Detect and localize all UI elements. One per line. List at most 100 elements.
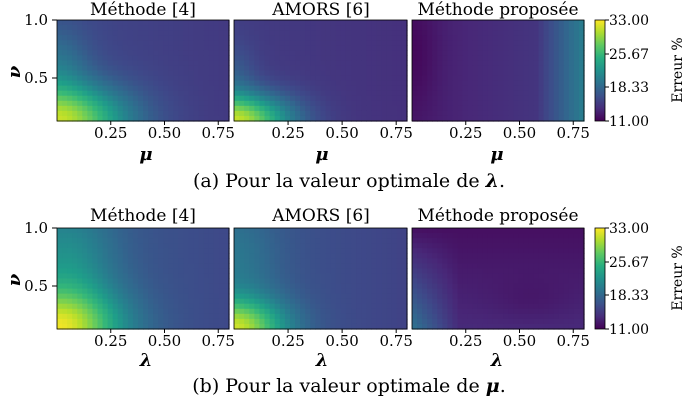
heatmap-cell [553, 273, 560, 280]
heatmap-cell [492, 273, 499, 280]
heatmap-cell [67, 85, 73, 92]
heatmap-cell [234, 55, 240, 61]
heatmap-cell [538, 110, 545, 117]
heatmap-cell [340, 65, 347, 72]
heatmap-cell [432, 25, 438, 31]
heatmap-cell [553, 258, 560, 264]
heatmap-cell [295, 243, 301, 249]
heatmap-cell [67, 228, 73, 234]
heatmap-cell [92, 243, 99, 249]
heatmap-cell [112, 70, 119, 77]
heatmap-cell [284, 243, 291, 249]
heatmap-cell [487, 25, 494, 31]
heatmap-cell [573, 303, 580, 310]
heatmap-cell [102, 60, 109, 67]
heatmap-cell [513, 238, 519, 244]
heatmap-cell [401, 35, 408, 41]
heatmap-cell [320, 75, 327, 82]
heatmap-cell [203, 258, 210, 264]
heatmap-cell [183, 65, 190, 72]
heatmap-cell [538, 273, 545, 280]
heatmap-cell [366, 115, 372, 122]
heatmap-cell [330, 45, 337, 51]
heatmap-cell [578, 308, 585, 315]
heatmap-cell [67, 80, 73, 87]
heatmap-cell [198, 60, 205, 67]
heatmap-cell [289, 25, 296, 31]
heatmap-cell [264, 238, 271, 244]
heatmap-cell [386, 55, 393, 61]
heatmap-cell [102, 263, 109, 269]
heatmap-cell [548, 263, 555, 269]
heatmap-cell [213, 45, 220, 51]
heatmap-cell [223, 308, 230, 315]
heatmap-cell [57, 233, 63, 239]
heatmap-cell [198, 283, 205, 290]
heatmap-cell [62, 60, 68, 67]
heatmap-cell [274, 50, 281, 56]
heatmap-cell [417, 100, 423, 107]
heatmap-cell [568, 65, 575, 72]
heatmap-cell [244, 303, 250, 310]
heatmap-cell [381, 228, 388, 234]
heatmap-cell [72, 288, 78, 295]
heatmap-cell [366, 25, 372, 31]
heatmap-cell [168, 293, 174, 300]
heatmap-cell [72, 40, 78, 46]
heatmap-cell [467, 110, 474, 117]
heatmap-cell [447, 323, 454, 330]
heatmap-cell [528, 318, 535, 325]
heatmap-cell [269, 268, 276, 275]
heatmap-cell [503, 258, 509, 264]
heatmap-cell [188, 80, 195, 87]
heatmap-cell [213, 298, 220, 305]
heatmap-cell [279, 298, 286, 305]
heatmap-cell [558, 30, 565, 36]
heatmap-cell [234, 105, 240, 112]
heatmap-cell [289, 288, 296, 295]
heatmap-cell [208, 308, 215, 315]
heatmap-cell [528, 278, 535, 285]
heatmap-cell [208, 45, 215, 51]
heatmap-cell [568, 248, 575, 254]
heatmap-cell [578, 298, 585, 305]
heatmap-cell [315, 65, 322, 72]
heatmap-cell [528, 228, 535, 234]
heatmap-cell [487, 115, 494, 122]
heatmap-cell [386, 238, 393, 244]
heatmap-cell [72, 55, 78, 61]
heatmap-cell [482, 313, 489, 320]
heatmap-cell [117, 263, 124, 269]
heatmap-cell [305, 273, 311, 280]
heatmap-cell [345, 248, 352, 254]
heatmap-cell [533, 318, 540, 325]
heatmap-cell [310, 50, 317, 56]
heatmap-cell [351, 268, 357, 275]
heatmap-cell [300, 60, 306, 67]
heatmap-cell [366, 283, 372, 290]
heatmap-cell [249, 263, 255, 269]
heatmap-cell [325, 308, 332, 315]
heatmap-cell [361, 40, 367, 46]
heatmap-cell [325, 100, 332, 107]
heatmap-cell [223, 303, 230, 310]
heatmap-cell [193, 263, 200, 269]
heatmap-cell [213, 60, 220, 67]
heatmap-cell [548, 105, 555, 112]
heatmap-cell [320, 253, 327, 259]
heatmap-cell [528, 35, 535, 41]
heatmap-cell [234, 115, 240, 122]
heatmap-cell [315, 233, 322, 239]
heatmap-cell [62, 40, 68, 46]
heatmap-cell [208, 318, 215, 325]
heatmap-cell [578, 50, 585, 56]
heatmap-cell [563, 85, 570, 92]
heatmap-cell [498, 253, 504, 259]
heatmap-cell [295, 105, 301, 112]
heatmap-cell [264, 318, 271, 325]
heatmap-cell [127, 75, 134, 82]
heatmap-cell [533, 110, 540, 117]
heatmap-cell [427, 110, 433, 117]
heatmap-cell [87, 238, 94, 244]
heatmap-cell [143, 318, 149, 325]
